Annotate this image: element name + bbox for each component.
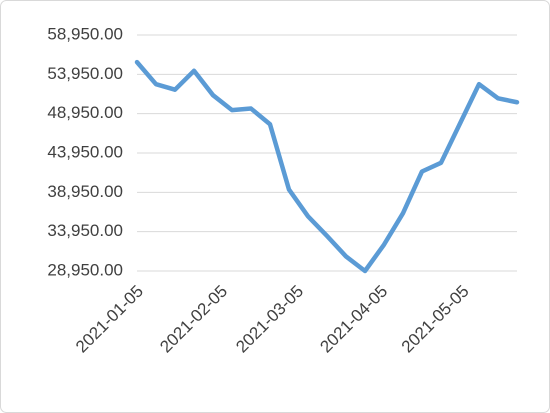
data-line	[134, 59, 520, 274]
y-tick-label: 48,950.00	[47, 103, 123, 122]
y-tick-label: 53,950.00	[47, 64, 123, 83]
y-tick-label: 38,950.00	[47, 182, 123, 201]
y-tick-label: 58,950.00	[47, 24, 123, 43]
y-tick-label: 28,950.00	[47, 260, 123, 279]
y-tick-label: 43,950.00	[47, 142, 123, 161]
y-tick-label: 33,950.00	[47, 221, 123, 240]
